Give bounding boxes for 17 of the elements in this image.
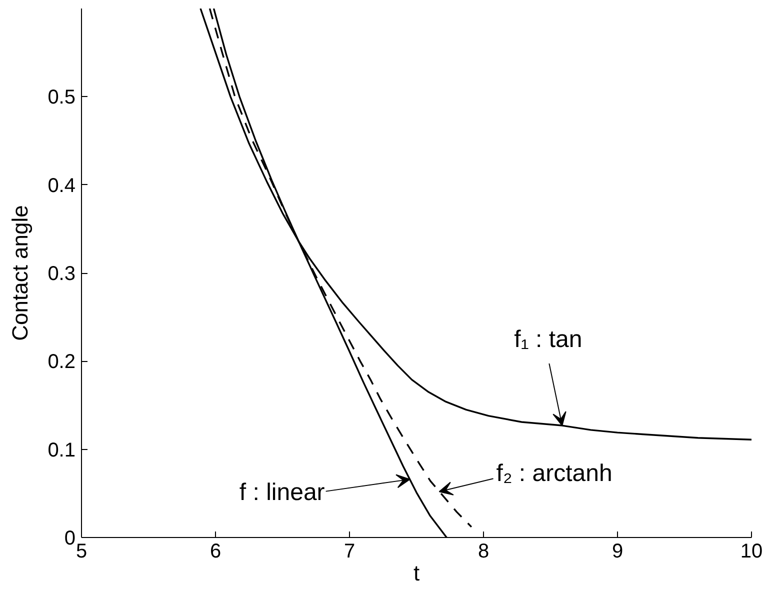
y-axis-title: Contact angle xyxy=(8,205,33,341)
x-tick-label: 7 xyxy=(344,540,356,562)
y-tick-label: 0.2 xyxy=(48,351,76,374)
x-tick-label: 9 xyxy=(612,540,624,562)
x-tick-label: 8 xyxy=(478,540,490,562)
y-tick-label: 0.1 xyxy=(48,439,76,462)
x-tick-label: 6 xyxy=(210,540,222,562)
y-tick-label: 0.3 xyxy=(48,263,76,285)
x-tick-label: 5 xyxy=(76,540,88,562)
y-tick-label: 0.4 xyxy=(48,174,76,197)
annotation: f₂ : arctanh xyxy=(496,460,612,488)
x-axis-title: t xyxy=(413,560,420,586)
x-tick-label: 10 xyxy=(740,540,763,562)
y-tick-label: 0.5 xyxy=(48,86,76,109)
annotation: f : linear xyxy=(239,478,325,506)
y-tick-label: 0 xyxy=(64,528,76,550)
annotation: f₁ : tan xyxy=(514,326,582,354)
